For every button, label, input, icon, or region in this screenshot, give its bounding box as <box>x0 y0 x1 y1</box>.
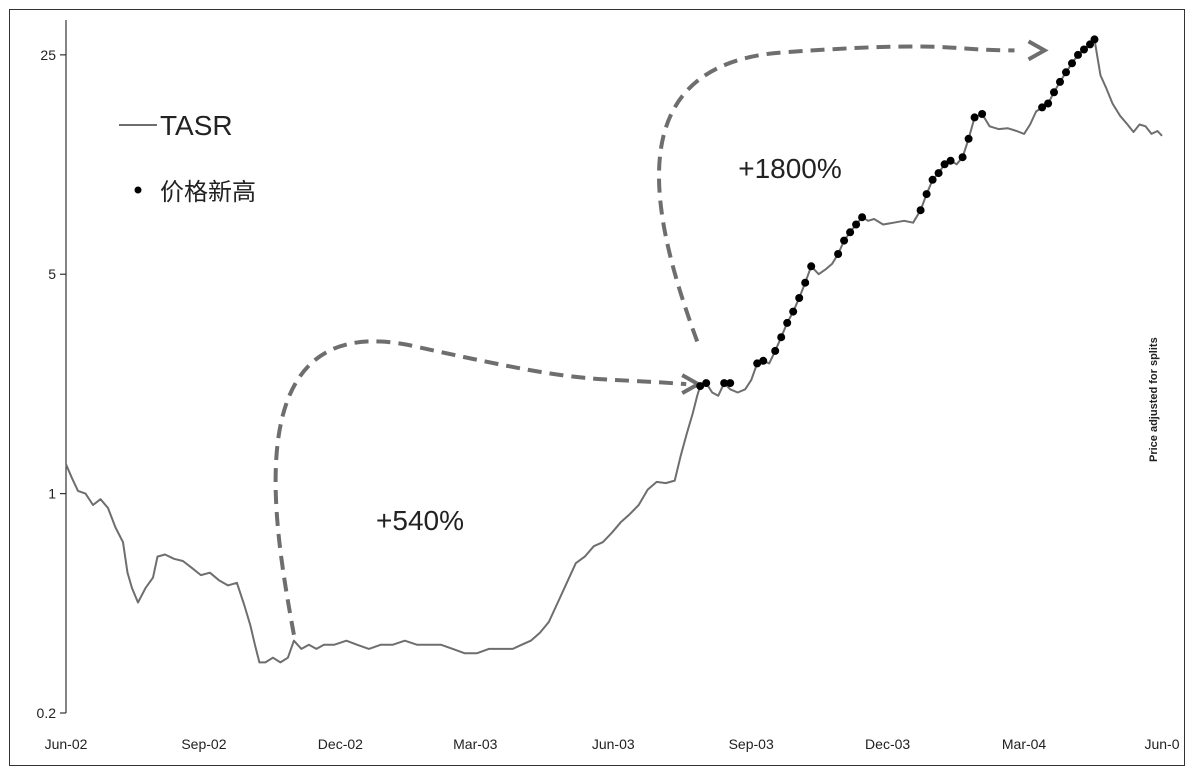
new-high-marker <box>978 110 987 118</box>
y-axis-side-label: Price adjusted for splits <box>1148 337 1160 462</box>
new-high-marker <box>970 113 979 122</box>
x-tick-label: Mar-03 <box>453 736 498 752</box>
x-tick-label: Mar-04 <box>1002 736 1047 752</box>
legend: TASR 价格新高 <box>119 110 256 206</box>
y-tick-label: 25 <box>40 47 56 63</box>
new-high-marker <box>807 262 816 271</box>
legend-marker-swatch <box>134 186 142 194</box>
x-tick-label: Jun-0 <box>1144 736 1179 752</box>
new-high-marker <box>1068 59 1076 68</box>
new-high-marker <box>777 333 786 342</box>
new-high-marker <box>916 206 925 215</box>
new-high-marker <box>795 294 804 302</box>
x-tick-label: Dec-02 <box>318 736 363 752</box>
new-high-marker <box>789 307 798 316</box>
new-high-marker <box>928 175 937 184</box>
annotation-arrow <box>657 44 1015 343</box>
new-high-marker <box>940 160 949 169</box>
new-high-marker <box>759 356 768 365</box>
price-chart: 25 5 1 0.2 Jun-02 Sep-02 Dec-02 Mar-03 Jun-03 Sep… <box>37 20 1180 752</box>
new-high-marker <box>1056 77 1064 86</box>
new-high-marker <box>934 169 943 178</box>
tasr-series-line <box>65 38 1163 664</box>
x-tick-label: Dec-03 <box>865 736 910 752</box>
new-high-marker <box>702 379 711 388</box>
new-high-marker <box>1062 68 1070 77</box>
annotation-label: +1800% <box>738 153 842 184</box>
new-high-marker <box>840 236 849 245</box>
new-high-marker <box>846 228 855 237</box>
new-high-marker <box>964 134 973 143</box>
new-high-marker <box>1080 45 1088 54</box>
new-high-marker <box>852 220 861 229</box>
new-high-marker <box>1074 50 1082 59</box>
new-high-marker <box>1044 99 1053 108</box>
new-high-marker <box>720 379 729 388</box>
legend-line-label: TASR <box>160 110 233 141</box>
x-tick-label: Jun-02 <box>45 736 88 752</box>
y-tick-label: 5 <box>48 266 56 282</box>
y-tick-label: 0.2 <box>37 705 57 721</box>
x-tick-label: Jun-03 <box>592 736 635 752</box>
new-high-marker <box>958 153 967 162</box>
y-tick-label: 1 <box>48 486 56 502</box>
new-high-marker <box>696 382 705 391</box>
new-high-marker <box>801 278 810 287</box>
new-high-marker <box>922 190 931 199</box>
new-high-marker <box>834 250 843 258</box>
tick-labels: 25 5 1 0.2 Jun-02 Sep-02 Dec-02 Mar-03 Jun-03 Sep… <box>37 47 1180 752</box>
new-high-marker <box>946 156 955 165</box>
new-high-marker <box>783 318 792 327</box>
new-high-marker <box>726 379 735 388</box>
annotation-arrows <box>273 39 1049 636</box>
new-high-marker <box>1050 88 1058 97</box>
arrowhead <box>1027 39 1049 62</box>
new-high-marker <box>1090 35 1099 44</box>
chart-frame: 25 5 1 0.2 Jun-02 Sep-02 Dec-02 Mar-03 Jun-03 Sep… <box>9 9 1185 766</box>
new-high-markers <box>696 35 1099 391</box>
x-tick-label: Sep-02 <box>181 736 226 752</box>
new-high-marker <box>771 346 780 355</box>
new-high-marker <box>1038 103 1047 112</box>
new-high-marker <box>753 359 762 368</box>
annotation-arrow <box>273 339 687 636</box>
new-high-marker <box>858 213 867 222</box>
annotation-labels: +540% +1800% <box>376 153 842 536</box>
legend-marker-label: 价格新高 <box>160 178 256 206</box>
annotation-label: +540% <box>376 505 464 536</box>
x-tick-label: Sep-03 <box>729 736 774 752</box>
tasr-line-group <box>65 38 1163 664</box>
